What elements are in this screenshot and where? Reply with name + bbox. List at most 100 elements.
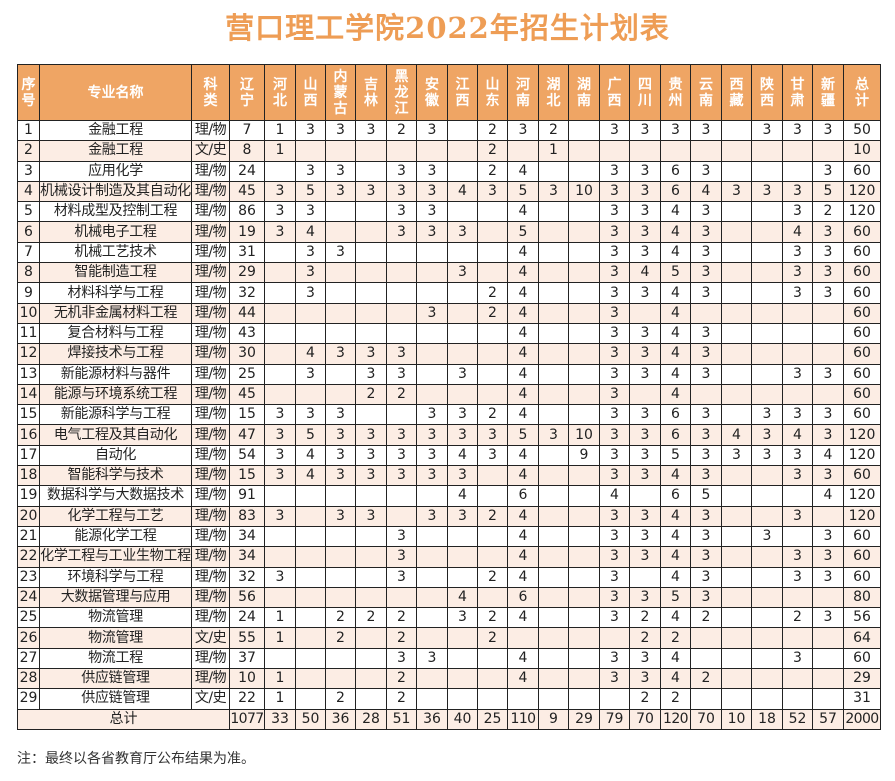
table-row: 10 无机非金属材料工程 理/物 44 3 2 4 3 4 60 [17,302,881,324]
quota-cell [355,160,387,182]
quota-cell [782,383,813,406]
quota-cell: 19 [229,221,265,243]
quota-cell: 5 [812,180,844,203]
quota-cell: 3 [416,465,448,487]
major-name: 机械设计制造及其自动化 [39,180,192,203]
quota-cell: 3 [386,647,417,670]
quota-cell: 5 [507,221,539,243]
header-province: 贵州 [660,64,691,121]
row-index: 18 [17,465,40,487]
quota-cell [447,688,478,710]
major-name: 材料科学与工程 [39,282,192,304]
quota-cell: 6 [660,485,691,507]
quota-cell [568,404,600,426]
quota-cell: 1 [264,627,296,649]
quota-cell: 3 [325,343,356,365]
subject-category: 理/物 [191,505,230,527]
quota-cell [538,241,569,264]
row-total: 120 [843,444,881,467]
quota-cell: 4 [507,282,539,304]
quota-cell [751,343,783,365]
quota-cell [538,668,569,690]
row-index: 27 [17,647,40,670]
quota-cell: 3 [812,221,844,243]
quota-cell [751,566,783,588]
quota-cell [812,302,844,324]
table-row: 23 环境科学与工程 理/物 32 3 3 2 4 3 4 3 3 3 60 [17,566,881,588]
quota-cell [416,607,448,629]
quota-cell [812,647,844,670]
table-row: 22 化学工程与工业生物工程 理/物 34 3 4 3 3 4 3 3 3 60 [17,546,881,568]
quota-cell: 3 [599,586,630,609]
quota-cell: 25 [229,363,265,385]
quota-cell: 3 [325,465,356,487]
quota-cell: 4 [507,160,539,182]
quota-cell: 4 [660,383,691,406]
table-row: 7 机械工艺技术 理/物 31 3 3 4 3 3 4 3 3 3 60 [17,241,881,264]
quota-cell: 3 [386,465,417,487]
header-province: 新疆 [812,64,844,121]
quota-cell [295,302,326,324]
quota-cell [782,627,813,649]
quota-cell: 6 [660,404,691,426]
row-index: 9 [17,282,40,304]
quota-cell [295,586,326,609]
quota-cell: 86 [229,201,265,223]
row-total: 10 [843,140,881,162]
quota-cell [690,627,722,649]
row-index: 26 [17,627,40,649]
quota-cell: 3 [629,363,661,385]
quota-cell: 3 [812,404,844,426]
quota-cell: 3 [782,241,813,264]
quota-cell: 2 [477,119,508,142]
quota-cell: 3 [782,262,813,284]
row-index: 3 [17,160,40,182]
quota-cell: 3 [721,180,752,203]
quota-cell [477,322,508,345]
major-name: 智能制造工程 [39,262,192,284]
quota-cell: 3 [782,465,813,487]
quota-cell: 3 [751,444,783,467]
quota-cell: 5 [507,180,539,203]
quota-cell [812,627,844,649]
quota-cell: 3 [416,160,448,182]
quota-cell [507,140,539,162]
quota-cell: 6 [507,485,539,507]
quota-cell: 3 [690,119,722,142]
quota-cell: 3 [690,343,722,365]
quota-cell [751,546,783,568]
quota-cell: 4 [295,221,326,243]
quota-cell [629,140,661,162]
quota-cell: 29 [229,262,265,284]
quota-cell [751,465,783,487]
quota-cell: 3 [599,607,630,629]
quota-cell: 3 [416,201,448,223]
quota-cell [447,140,478,162]
quota-cell: 3 [325,119,356,142]
quota-cell [477,465,508,487]
quota-cell: 4 [660,566,691,588]
quota-cell: 56 [229,586,265,609]
quota-cell: 4 [660,465,691,487]
quota-cell [782,302,813,324]
quota-cell [477,201,508,223]
quota-cell [386,505,417,527]
major-name: 材料成型及控制工程 [39,201,192,223]
subject-category: 理/物 [191,444,230,467]
quota-cell: 3 [599,363,630,385]
table-row: 14 能源与环境系统工程 理/物 45 2 2 4 3 4 60 [17,383,881,406]
quota-cell: 3 [629,586,661,609]
header-province: 四川 [629,64,661,121]
quota-cell [568,566,600,588]
quota-cell: 3 [264,201,296,223]
subject-category: 理/物 [191,180,230,203]
quota-cell: 4 [295,465,326,487]
quota-cell: 3 [812,160,844,182]
province-total: 28 [355,708,387,730]
quota-cell [355,322,387,345]
quota-cell: 4 [507,262,539,284]
table-row: 8 智能制造工程 理/物 29 3 3 4 3 4 5 3 3 3 60 [17,262,881,284]
quota-cell [721,363,752,385]
quota-cell [782,160,813,182]
quota-cell [416,322,448,345]
